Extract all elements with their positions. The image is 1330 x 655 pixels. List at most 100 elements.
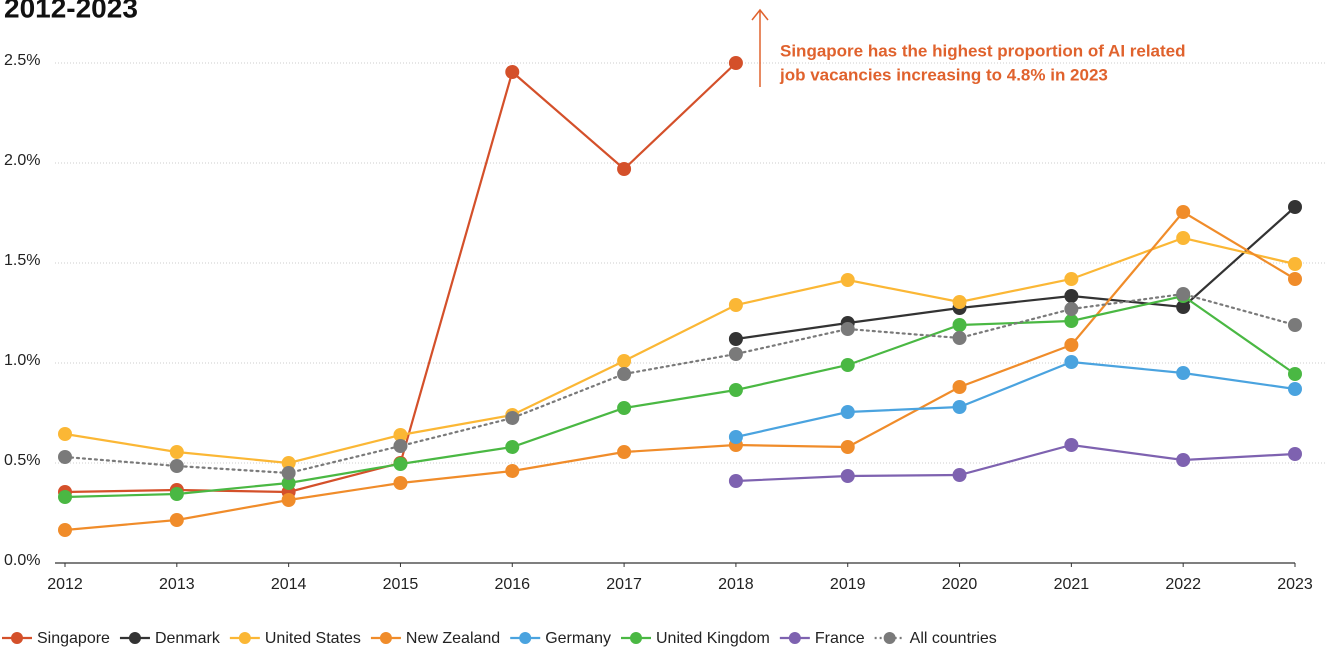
legend-label: Denmark xyxy=(155,630,221,647)
data-point xyxy=(1288,200,1302,214)
data-point xyxy=(952,331,967,345)
data-point xyxy=(1064,438,1079,452)
data-point xyxy=(281,476,296,490)
data-point xyxy=(169,459,184,473)
data-point xyxy=(728,332,743,346)
series-line xyxy=(735,206,1296,341)
data-point xyxy=(393,457,408,471)
data-point xyxy=(840,440,855,454)
series-line xyxy=(64,236,1296,465)
data-point xyxy=(393,476,408,490)
data-point xyxy=(840,322,855,336)
legend-marker xyxy=(788,632,801,644)
data-point xyxy=(617,367,632,381)
x-tick-label: 2016 xyxy=(494,576,530,593)
data-point xyxy=(58,523,72,537)
legend-marker xyxy=(379,632,392,644)
data-point xyxy=(952,295,967,309)
series xyxy=(58,205,1302,537)
data-point xyxy=(281,493,296,507)
y-tick-label: 0.5% xyxy=(4,452,40,469)
legend-marker xyxy=(883,632,896,644)
series-line xyxy=(64,294,1296,499)
series xyxy=(58,231,1302,470)
data-point xyxy=(58,427,72,441)
x-tick-label: 2017 xyxy=(606,576,642,593)
data-point xyxy=(728,474,743,488)
data-point xyxy=(1176,300,1191,314)
annotation-text: job vacancies increasing to 4.8% in 2023 xyxy=(779,65,1108,84)
data-point xyxy=(1176,453,1191,467)
y-tick-label: 1.5% xyxy=(4,252,40,269)
data-point xyxy=(840,273,855,287)
chart-title: 2012-2023 xyxy=(4,0,138,23)
data-point xyxy=(1064,355,1079,369)
series-line xyxy=(64,210,1296,532)
x-tick-label: 2018 xyxy=(718,576,754,593)
series-line xyxy=(735,443,1296,483)
data-point xyxy=(728,56,743,70)
x-tick-label: 2023 xyxy=(1277,576,1313,593)
data-point xyxy=(281,456,296,470)
series-line xyxy=(63,292,1297,475)
x-tick-label: 2019 xyxy=(830,576,866,593)
data-point xyxy=(393,439,408,453)
data-point xyxy=(505,411,520,425)
y-tick-label: 1.0% xyxy=(4,352,40,369)
legend-label: Germany xyxy=(545,630,611,647)
data-point xyxy=(1064,314,1079,328)
data-point xyxy=(505,464,520,478)
y-tick-label: 0.0% xyxy=(4,552,40,569)
data-point xyxy=(617,401,632,415)
annotation-text: Singapore has the highest proportion of … xyxy=(780,41,1186,60)
legend-marker xyxy=(128,632,141,644)
data-point xyxy=(840,405,855,419)
series-line xyxy=(735,360,1296,439)
x-tick-label: 2021 xyxy=(1054,576,1090,593)
y-tick-label: 2.5% xyxy=(4,52,40,69)
legend-marker xyxy=(238,632,251,644)
data-point xyxy=(617,445,632,459)
annotation-arrowhead xyxy=(751,8,769,21)
data-point xyxy=(169,445,184,459)
data-point xyxy=(1176,366,1191,380)
data-point xyxy=(728,430,743,444)
data-point xyxy=(1288,257,1302,271)
legend-label: United Kingdom xyxy=(656,630,770,647)
data-point xyxy=(728,298,743,312)
series xyxy=(58,287,1302,480)
data-point xyxy=(728,347,743,361)
data-point xyxy=(1288,272,1302,286)
data-point xyxy=(505,65,520,79)
data-point xyxy=(169,487,184,501)
series xyxy=(728,438,1302,488)
legend-label: Singapore xyxy=(37,630,110,647)
data-point xyxy=(952,400,967,414)
data-point xyxy=(1064,289,1079,303)
legend-label: New Zealand xyxy=(406,630,500,647)
data-point xyxy=(393,428,408,442)
data-point xyxy=(840,469,855,483)
data-point xyxy=(1064,302,1079,316)
legend-marker xyxy=(11,632,23,644)
data-point xyxy=(1288,382,1302,396)
x-tick-label: 2020 xyxy=(942,576,978,593)
data-point xyxy=(617,162,632,176)
data-point xyxy=(1176,205,1191,219)
data-point xyxy=(1064,338,1079,352)
x-tick-label: 2013 xyxy=(159,576,195,593)
legend-marker xyxy=(630,632,642,644)
x-tick-label: 2015 xyxy=(383,576,419,593)
x-tick-label: 2014 xyxy=(271,576,307,593)
data-point xyxy=(169,513,184,527)
data-point xyxy=(952,380,967,394)
data-point xyxy=(1176,287,1191,301)
legend-label: All countries xyxy=(910,630,997,647)
data-point xyxy=(1288,447,1302,461)
legend-marker xyxy=(519,632,532,644)
x-tick-label: 2012 xyxy=(47,576,83,593)
data-point xyxy=(952,318,967,332)
data-point xyxy=(58,450,72,464)
legend-label: United States xyxy=(265,630,361,647)
data-point xyxy=(281,466,296,480)
